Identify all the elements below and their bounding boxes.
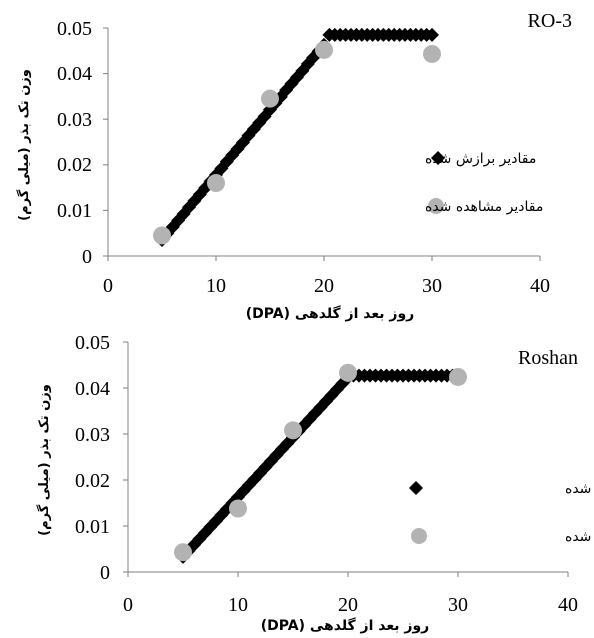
ro3-axes xyxy=(103,27,541,261)
ro3-title: RO-3 xyxy=(528,10,572,32)
ro3-legend-fitted-label: مقادیر برازش شده xyxy=(425,151,536,167)
ro3-x-axis-label: روز بعد از گلدهی (DPA) xyxy=(246,305,414,322)
roshan-marks xyxy=(174,363,467,564)
roshan-x-tick: 10 xyxy=(228,594,248,616)
roshan-x-tick-labels: 0 10 20 30 40 xyxy=(123,594,578,616)
roshan-axes xyxy=(123,341,569,577)
roshan-y-tick: 0.04 xyxy=(75,378,110,400)
roshan-y-tick: 0 xyxy=(100,562,110,584)
roshan-x-tick: 40 xyxy=(558,594,578,616)
roshan-y-tick-labels: 0 0.01 0.02 0.03 0.04 0.05 xyxy=(75,332,110,584)
roshan-x-tick: 0 xyxy=(123,594,133,616)
chart-roshan: Roshan وزن تک بذر (میلی گرم) روز بعد از … xyxy=(36,332,594,634)
roshan-y-axis-label: وزن تک بذر (میلی گرم) xyxy=(36,384,52,536)
ro3-x-tick: 0 xyxy=(103,275,113,297)
ro3-x-tick: 10 xyxy=(206,275,226,297)
roshan-x-tick: 20 xyxy=(338,594,358,616)
roshan-y-tick: 0.02 xyxy=(75,470,110,492)
roshan-legend-diamond-icon xyxy=(409,481,423,495)
ro3-y-axis-label: وزن تک بذر (میلی گرم) xyxy=(16,69,32,221)
roshan-y-tick: 0.03 xyxy=(75,424,110,446)
roshan-title: Roshan xyxy=(518,347,578,369)
ro3-x-tick: 20 xyxy=(314,275,334,297)
ro3-observed-point xyxy=(423,44,441,63)
ro3-observed-point xyxy=(261,89,279,108)
roshan-y-tick: 0.05 xyxy=(75,332,110,354)
roshan-observed-point xyxy=(174,543,192,562)
roshan-observed-point xyxy=(229,499,247,518)
roshan-legend: مقادیر برازش شده مقادیر مشاهده شده xyxy=(409,481,594,545)
ro3-y-tick: 0.04 xyxy=(57,63,92,85)
roshan-fitted-point xyxy=(214,507,229,522)
ro3-y-tick: 0.01 xyxy=(57,200,92,222)
ro3-y-tick-labels: 0 0.01 0.02 0.03 0.04 0.05 xyxy=(57,18,92,268)
ro3-fitted-point xyxy=(425,27,439,42)
ro3-marks xyxy=(153,27,441,248)
roshan-observed-point xyxy=(449,367,467,386)
ro3-y-tick: 0 xyxy=(82,246,92,268)
ro3-y-tick: 0.05 xyxy=(57,18,92,40)
roshan-legend-circle-icon xyxy=(411,528,427,544)
ro3-legend-observed-label: مقادیر مشاهده شده xyxy=(425,199,543,215)
ro3-x-tick: 30 xyxy=(422,275,442,297)
roshan-y-tick: 0.01 xyxy=(75,516,110,538)
ro3-observed-point xyxy=(207,174,225,193)
ro3-observed-point xyxy=(315,40,333,59)
roshan-legend-observed-label: مقادیر مشاهده شده xyxy=(565,529,594,545)
roshan-x-axis-label: روز بعد از گلدهی (DPA) xyxy=(261,617,429,634)
chart-ro3: RO-3 وزن تک بذر (میلی گرم) روز بعد از گل… xyxy=(16,10,572,322)
ro3-y-tick: 0.02 xyxy=(57,154,92,176)
roshan-observed-point xyxy=(284,421,302,440)
roshan-observed-point xyxy=(339,363,357,382)
ro3-y-tick: 0.03 xyxy=(57,109,92,131)
ro3-legend-circle-icon xyxy=(428,198,444,214)
ro3-observed-point xyxy=(153,226,171,245)
roshan-x-tick: 30 xyxy=(448,594,468,616)
ro3-x-tick: 40 xyxy=(530,275,550,297)
roshan-legend-fitted-label: مقادیر برازش شده xyxy=(565,481,594,497)
ro3-legend-diamond-icon xyxy=(431,151,445,165)
ro3-fitted-point xyxy=(300,57,315,72)
ro3-legend: مقادیر برازش شده مقادیر مشاهده شده xyxy=(425,151,543,215)
ro3-x-tick-labels: 0 10 20 30 40 xyxy=(103,275,550,297)
